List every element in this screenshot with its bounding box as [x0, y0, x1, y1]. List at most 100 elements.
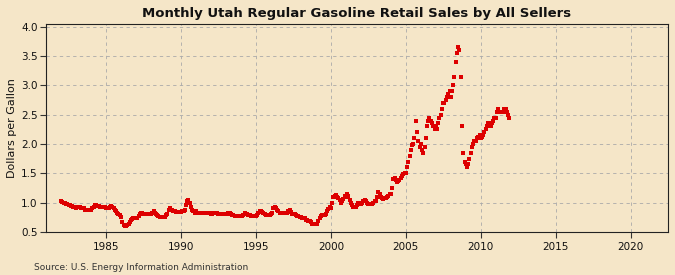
Point [478, 133, 489, 138]
Point [284, 208, 295, 212]
Point [211, 210, 221, 215]
Point [58, 200, 69, 205]
Point [504, 116, 515, 120]
Point [497, 109, 508, 114]
Point [230, 214, 240, 218]
Point [453, 45, 464, 50]
Point [347, 203, 358, 207]
Point [105, 205, 115, 210]
Point [367, 202, 377, 206]
Point [254, 208, 265, 213]
Point [212, 211, 223, 215]
Point [356, 201, 367, 205]
Point [149, 210, 160, 215]
Point [193, 211, 204, 215]
Point [487, 121, 497, 126]
Point [364, 202, 375, 207]
Point [485, 124, 496, 129]
Point [319, 213, 330, 217]
Point [180, 207, 190, 212]
Point [151, 212, 161, 216]
Point [187, 207, 198, 212]
Point [406, 143, 417, 147]
Point [233, 214, 244, 218]
Point [197, 210, 208, 215]
Point [223, 211, 234, 215]
Point [405, 148, 416, 152]
Point [144, 212, 155, 216]
Point [333, 196, 344, 200]
Point [299, 216, 310, 221]
Point [464, 156, 475, 161]
Point [232, 214, 242, 218]
Point [224, 210, 235, 215]
Point [392, 180, 402, 184]
Point [249, 214, 260, 218]
Point [494, 109, 505, 114]
Point [344, 197, 355, 202]
Point [186, 204, 196, 209]
Point [215, 212, 226, 216]
Point [327, 201, 338, 205]
Point [358, 199, 369, 204]
Point [460, 162, 471, 167]
Point [99, 205, 110, 210]
Point [408, 142, 418, 146]
Point [117, 220, 128, 225]
Point [78, 206, 89, 211]
Point [427, 121, 437, 126]
Point [240, 211, 251, 216]
Point [289, 212, 300, 216]
Point [352, 203, 362, 207]
Point [268, 206, 279, 211]
Point [227, 213, 238, 217]
Point [448, 83, 459, 88]
Y-axis label: Dollars per Gallon: Dollars per Gallon [7, 78, 17, 178]
Point [136, 211, 146, 215]
Point [469, 139, 480, 143]
Point [440, 98, 451, 102]
Point [155, 214, 165, 219]
Point [334, 197, 345, 202]
Point [253, 211, 264, 215]
Point [200, 211, 211, 215]
Point [93, 204, 104, 208]
Point [459, 159, 470, 164]
Point [274, 210, 285, 215]
Point [105, 204, 116, 208]
Point [67, 204, 78, 208]
Point [218, 212, 229, 216]
Point [374, 192, 385, 196]
Point [437, 107, 448, 111]
Point [419, 145, 430, 149]
Point [74, 204, 85, 209]
Point [238, 213, 249, 217]
Point [381, 196, 392, 200]
Point [450, 60, 461, 64]
Point [242, 212, 252, 216]
Point [396, 176, 406, 180]
Point [158, 214, 169, 219]
Point [491, 109, 502, 114]
Point [495, 109, 506, 114]
Point [59, 201, 70, 205]
Point [57, 200, 68, 204]
Point [128, 216, 139, 221]
Point [68, 204, 79, 209]
Point [338, 197, 349, 201]
Point [349, 205, 360, 210]
Point [114, 213, 125, 217]
Point [342, 192, 352, 196]
Point [273, 209, 284, 213]
Point [157, 214, 167, 219]
Point [188, 209, 199, 213]
Point [234, 214, 245, 218]
Point [412, 130, 423, 134]
Point [119, 224, 130, 228]
Point [190, 209, 201, 213]
Point [425, 118, 436, 123]
Point [161, 213, 171, 218]
Point [146, 212, 157, 216]
Point [209, 210, 220, 215]
Point [306, 220, 317, 225]
